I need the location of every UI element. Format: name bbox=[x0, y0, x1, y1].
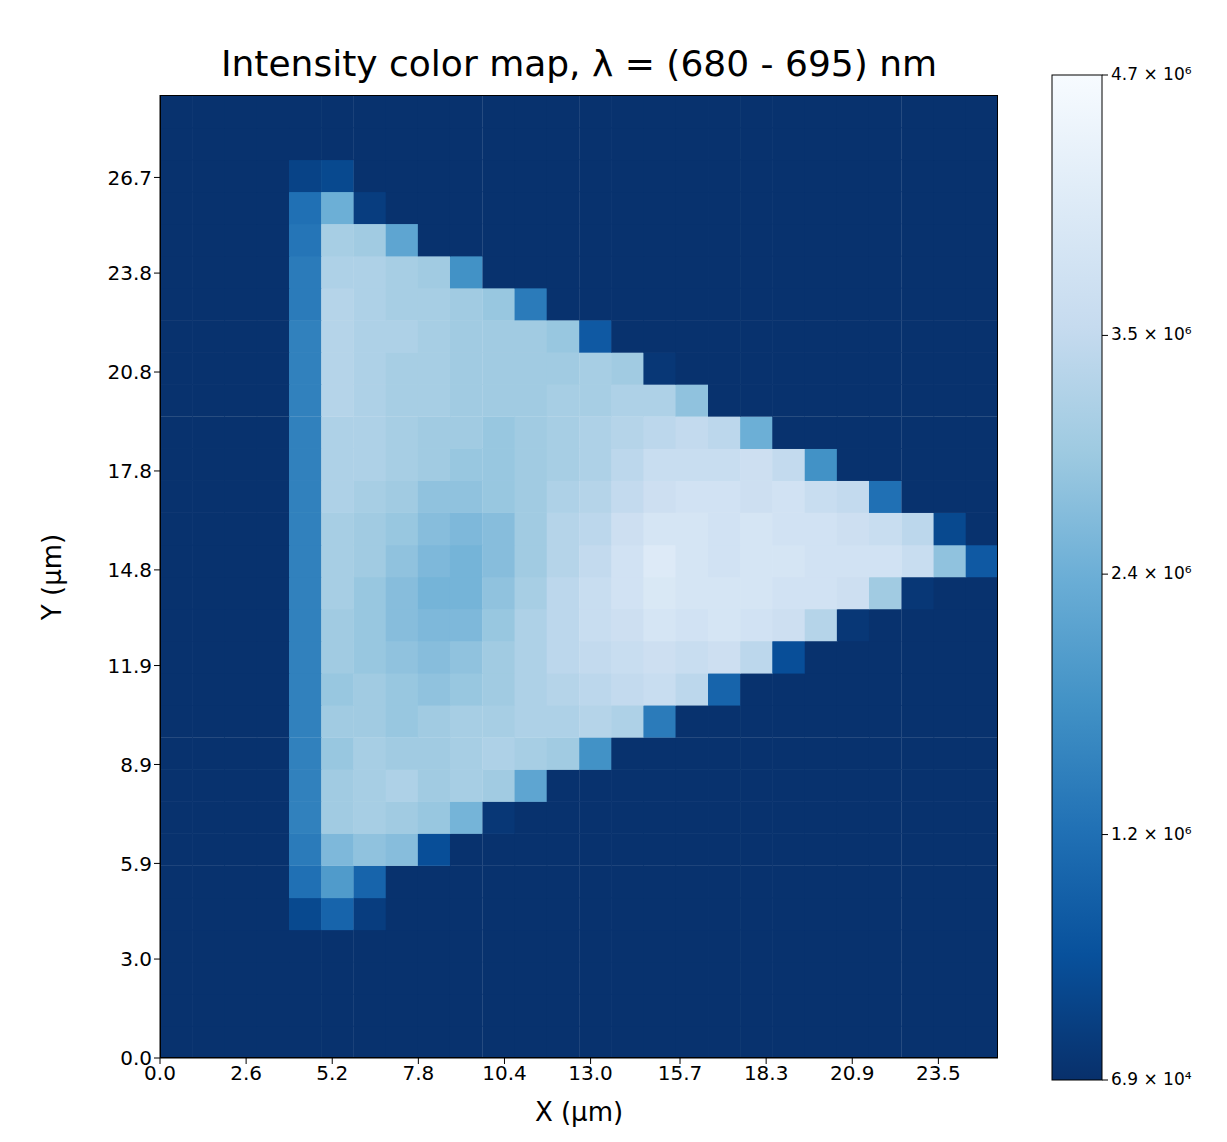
svg-text:10.4: 10.4 bbox=[482, 1061, 527, 1085]
svg-text:3.5 × 10⁶: 3.5 × 10⁶ bbox=[1111, 324, 1192, 344]
svg-text:20.8: 20.8 bbox=[107, 360, 152, 384]
svg-text:3.0: 3.0 bbox=[120, 947, 152, 971]
html-text:X (μm): X (μm) bbox=[534, 1097, 624, 1127]
svg-text:11.9: 11.9 bbox=[107, 654, 152, 678]
svg-text:0.0: 0.0 bbox=[120, 1046, 152, 1070]
svg-text:20.9: 20.9 bbox=[830, 1061, 875, 1085]
svg-text:0.0: 0.0 bbox=[144, 1061, 176, 1086]
svg-text:17.8: 17.8 bbox=[107, 459, 152, 483]
svg-text:6.9 × 10⁴: 6.9 × 10⁴ bbox=[1111, 1069, 1192, 1089]
html-text:Intensity color map, λ = (680: Intensity color map, λ = (680 - 695) nm bbox=[220, 43, 938, 84]
svg-text:5.2: 5.2 bbox=[316, 1061, 348, 1085]
svg-text:2.6: 2.6 bbox=[230, 1061, 262, 1085]
svg-text:18.3: 18.3 bbox=[744, 1061, 789, 1085]
svg-text:1.2 × 10⁶: 1.2 × 10⁶ bbox=[1111, 824, 1192, 844]
svg-text:26.7: 26.7 bbox=[107, 166, 152, 190]
svg-text:8.9: 8.9 bbox=[120, 753, 152, 777]
svg-text:23.5: 23.5 bbox=[916, 1061, 961, 1085]
svg-text:7.8: 7.8 bbox=[402, 1061, 434, 1085]
html-text:Y (μm): Y (μm) bbox=[37, 533, 67, 620]
svg-text:13.0: 13.0 bbox=[568, 1061, 613, 1085]
svg-text:4.7 × 10⁶: 4.7 × 10⁶ bbox=[1111, 64, 1192, 84]
svg-text:15.7: 15.7 bbox=[658, 1061, 703, 1085]
svg-text:2.4 × 10⁶: 2.4 × 10⁶ bbox=[1111, 563, 1192, 583]
svg-text:14.8: 14.8 bbox=[107, 558, 152, 582]
svg-text:23.8: 23.8 bbox=[107, 261, 152, 285]
svg-text:5.9: 5.9 bbox=[120, 852, 152, 876]
